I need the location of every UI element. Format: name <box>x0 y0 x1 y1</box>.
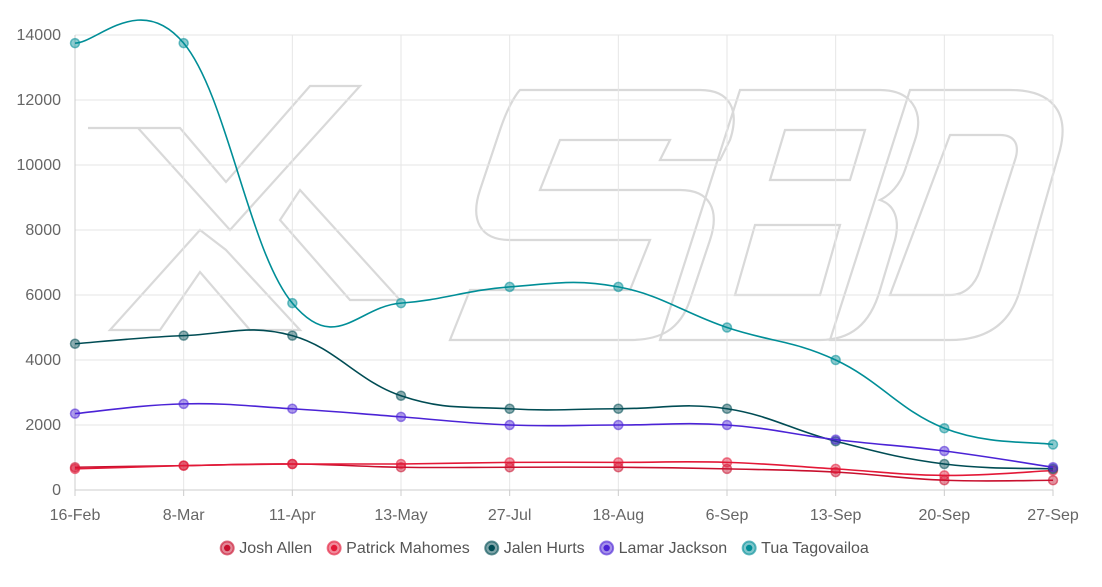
x-tick-label: 13-Sep <box>810 507 862 524</box>
data-point[interactable] <box>830 463 841 475</box>
data-point[interactable] <box>69 338 81 349</box>
chart-series <box>69 19 1059 486</box>
x-tick-label: 27-Sep <box>1027 507 1079 524</box>
series-line-lamar-jackson <box>74 402 1054 469</box>
series-line-tua-tagovailoa <box>74 19 1054 446</box>
data-point[interactable] <box>830 434 841 445</box>
data-point[interactable] <box>69 37 81 49</box>
data-point[interactable] <box>830 354 841 366</box>
data-point[interactable] <box>69 463 81 475</box>
y-tick-label: 8000 <box>25 222 61 239</box>
data-point[interactable] <box>504 403 515 414</box>
data-point[interactable] <box>1047 439 1059 450</box>
series-line-josh-allen <box>74 463 1054 482</box>
x-tick-label: 27-Jul <box>488 507 532 524</box>
data-point[interactable] <box>178 37 189 49</box>
data-point[interactable] <box>721 419 733 431</box>
data-point[interactable] <box>939 470 950 481</box>
x-tick-label: 11-Apr <box>269 507 317 524</box>
chart-grid <box>74 34 1054 491</box>
data-point[interactable] <box>504 457 515 468</box>
data-point[interactable] <box>1047 462 1059 473</box>
chart-axes: 0 2000 4000 6000 8000 10000 12000 14000 16-Feb 8-… <box>17 27 1079 524</box>
legend-item-patrick-mahomes[interactable]: Patrick Mahomes <box>326 540 470 557</box>
data-point[interactable] <box>395 390 407 401</box>
x-tick-label: 18-Aug <box>593 507 645 524</box>
series-patrick-mahomes <box>69 457 1059 481</box>
data-point[interactable] <box>613 403 624 414</box>
legend-label: Patrick Mahomes <box>346 540 470 557</box>
data-point[interactable] <box>613 419 624 431</box>
data-point[interactable] <box>287 330 298 341</box>
series-josh-allen <box>69 458 1059 486</box>
data-point[interactable] <box>721 457 733 468</box>
y-tick-label: 4000 <box>25 352 61 369</box>
y-tick-label: 12000 <box>17 92 62 109</box>
y-tick-label: 2000 <box>25 417 61 434</box>
legend-label: Tua Tagovailoa <box>761 540 869 557</box>
legend-marker-core <box>603 544 610 552</box>
data-point[interactable] <box>939 423 950 434</box>
data-point[interactable] <box>504 419 515 431</box>
data-point[interactable] <box>395 411 407 423</box>
y-tick-label: 6000 <box>25 287 61 304</box>
x-tick-label: 8-Mar <box>163 507 205 524</box>
chart-legend: Josh Allen Patrick Mahomes Jalen Hurts Lama… <box>219 540 869 557</box>
series-jalen-hurts <box>69 329 1059 475</box>
data-point[interactable] <box>178 330 189 341</box>
data-point[interactable] <box>613 281 624 293</box>
data-point[interactable] <box>69 408 81 419</box>
legend-label: Lamar Jackson <box>619 540 728 557</box>
data-point[interactable] <box>178 398 189 410</box>
x-tick-label: 13-May <box>374 507 427 524</box>
data-point[interactable] <box>395 297 407 309</box>
y-tick-label: 10000 <box>17 157 62 174</box>
legend-marker-core <box>224 544 231 552</box>
x-tick-label: 20-Sep <box>919 507 971 524</box>
series-line-patrick-mahomes <box>74 461 1054 477</box>
series-line-jalen-hurts <box>74 329 1054 470</box>
series-lamar-jackson <box>69 398 1059 473</box>
xsbd-watermark <box>88 84 1064 342</box>
data-point[interactable] <box>721 403 733 414</box>
data-point[interactable] <box>178 460 189 471</box>
data-point[interactable] <box>395 458 407 470</box>
data-point[interactable] <box>395 462 407 473</box>
data-point[interactable] <box>939 458 950 470</box>
data-point[interactable] <box>939 445 950 457</box>
data-point[interactable] <box>287 297 298 309</box>
legend-item-jalen-hurts[interactable]: Jalen Hurts <box>484 540 585 557</box>
data-point[interactable] <box>613 457 624 468</box>
legend-item-tua-tagovailoa[interactable]: Tua Tagovailoa <box>741 540 869 557</box>
legend-label: Josh Allen <box>239 540 312 557</box>
series-tua-tagovailoa <box>69 19 1059 450</box>
x-tick-label: 16-Feb <box>50 507 101 524</box>
legend-item-lamar-jackson[interactable]: Lamar Jackson <box>599 540 728 557</box>
legend-label: Jalen Hurts <box>504 540 585 557</box>
x-tick-label: 6-Sep <box>706 507 749 524</box>
data-point[interactable] <box>830 466 841 478</box>
legend-item-josh-allen[interactable]: Josh Allen <box>219 540 312 557</box>
legend-marker-core <box>745 544 753 552</box>
y-tick-label: 14000 <box>17 27 62 44</box>
data-point[interactable] <box>504 281 515 293</box>
data-point[interactable] <box>721 322 733 333</box>
data-point[interactable] <box>1047 475 1059 486</box>
legend-marker-core <box>488 544 495 552</box>
data-point[interactable] <box>287 458 298 470</box>
y-tick-label: 0 <box>52 482 61 499</box>
legend-marker-core <box>330 544 338 552</box>
data-point[interactable] <box>287 403 298 414</box>
